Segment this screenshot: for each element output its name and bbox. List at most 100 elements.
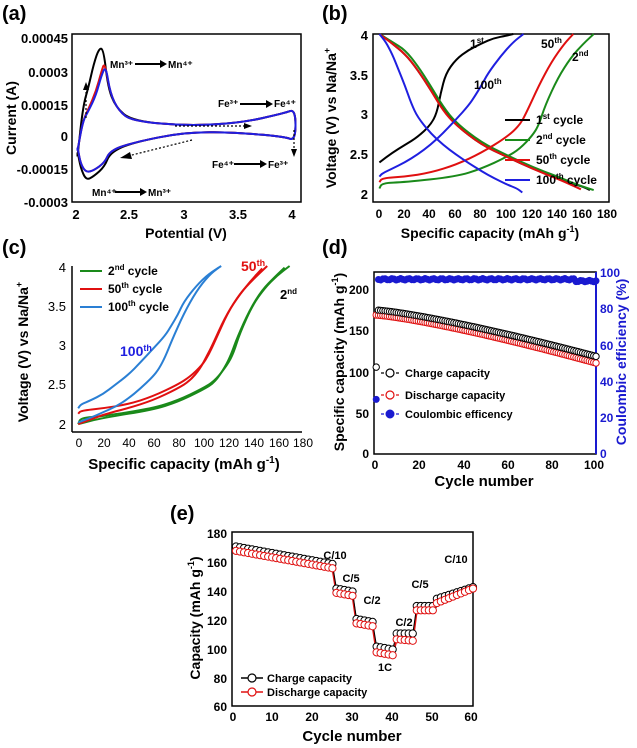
x-axis-label-d: Cycle number	[434, 473, 533, 490]
x-tick-label: 3.5	[229, 207, 247, 222]
x-tick-label: 20	[397, 207, 411, 221]
plot-frame-e	[231, 531, 474, 707]
y-axis-label-d: Specific capacity (mAh g-1)	[330, 273, 347, 451]
rate-label: 1C	[378, 662, 392, 674]
x-tick-label: 120	[522, 207, 542, 221]
y-tick-label: 120	[207, 614, 227, 628]
y-tick-label: 50	[356, 407, 370, 421]
legend-label: Discharge capacity	[405, 390, 506, 402]
arrow-head	[120, 152, 132, 159]
legend-c: 2nd cycle 50th cycle 100th cycle	[80, 263, 169, 314]
y-tick-label: 200	[349, 283, 369, 297]
x-tick-label: 60	[501, 458, 515, 472]
x-tick-label: 100	[496, 207, 516, 221]
rate-label: C/2	[363, 595, 380, 607]
legend-label: 100th cycle	[108, 299, 169, 314]
x-axis-label-c: Specific capacity (mAh g-1)	[88, 455, 279, 473]
x-axis-label-e: Cycle number	[302, 728, 401, 745]
x-tick-label: 140	[244, 436, 264, 450]
legend-label: Discharge capacity	[267, 687, 368, 699]
x-ticks-a: 2 2.5 3 3.5 4	[72, 207, 296, 222]
legend-label: 100th cycle	[536, 172, 597, 187]
x-tick-label: 80	[545, 458, 559, 472]
panel-d: (d) 200 150 100 50 0 100 80 60 40 20 0 0…	[322, 237, 629, 490]
arrow-head	[160, 60, 167, 68]
series-line-50th-discharge	[77, 267, 263, 426]
panel-label-d: (d)	[322, 237, 348, 259]
discharge-point	[408, 636, 417, 645]
rate-label: C/5	[342, 573, 359, 585]
legend-label: 2nd cycle	[108, 263, 158, 278]
legend-e: Charge capacity Discharge capacity	[241, 673, 368, 699]
y-tick-label: 2	[361, 187, 368, 202]
y-tick-label: 100	[349, 366, 369, 380]
y-tick-label: 140	[207, 585, 227, 599]
rate-label: C/10	[444, 554, 467, 566]
y-ticks-c: 4 3.5 3 2.5 2	[48, 260, 66, 432]
y2-tick-label: 20	[600, 411, 614, 425]
annotation-mn-red: Mn⁴⁺	[92, 188, 117, 199]
y-tick-label: 2.5	[350, 147, 368, 162]
annotation-fe-ox-to: Fe⁴⁺	[274, 99, 296, 110]
x-tick-label: 60	[448, 207, 462, 221]
y-tick-label: 3.5	[48, 299, 66, 314]
y-tick-label: 4	[59, 260, 66, 275]
x-tick-label: 20	[305, 710, 319, 724]
panel-a: (a) 0.00045 0.0003 0.00015 0 -0.00015 -0…	[2, 3, 302, 241]
curve-label-2nd: 2nd	[572, 49, 589, 64]
rate-label: C/10	[323, 550, 346, 562]
legend-label: 2nd cycle	[536, 132, 586, 147]
y-tick-label: 150	[349, 324, 369, 338]
y-ticks-a: 0.00045 0.0003 0.00015 0 -0.00015 -0.000…	[17, 31, 68, 210]
x-tick-label: 3	[180, 207, 187, 222]
legend-marker	[385, 409, 395, 419]
y-tick-label: 0.00045	[21, 31, 68, 46]
charge-point	[372, 363, 380, 371]
x-axis-label-a: Potential (V)	[145, 225, 227, 241]
y-axis-label-c: Voltage (V) vs Na/Na+	[14, 282, 31, 422]
legend-label: 50th cycle	[536, 152, 591, 167]
series-group-e	[231, 542, 478, 660]
legend-label: 1st cycle	[536, 112, 584, 127]
series-line-100th-charge	[378, 33, 525, 178]
panel-e: (e) 180 160 140 120 100 80 60 0 10 20 30…	[170, 503, 478, 745]
x-tick-label: 40	[122, 436, 136, 450]
series-line-1st-charge	[378, 33, 514, 164]
y2-ticks-d: 100 80 60 40 20 0	[600, 266, 620, 461]
curve-label-2nd: 2nd	[280, 287, 297, 302]
y-tick-label: 3.5	[350, 68, 368, 83]
y-axis-label-b: Voltage (V) vs Na/Na+	[322, 48, 339, 188]
y2-tick-label: 60	[600, 339, 614, 353]
y-tick-label: 2.5	[48, 377, 66, 392]
legend-label: Charge capacity	[267, 673, 353, 685]
y-axis-label-a: Current (A)	[3, 81, 19, 155]
y-tick-label: 4	[361, 28, 369, 43]
charge-point	[592, 352, 600, 361]
legend-d: Charge capacity Discharge capacity Coulo…	[381, 368, 513, 421]
x-tick-label: 2.5	[120, 207, 138, 222]
x-tick-label: 140	[547, 207, 567, 221]
x-tick-label: 180	[597, 207, 617, 221]
y-ticks-d: 200 150 100 50 0	[349, 283, 369, 461]
x-tick-label: 2	[72, 207, 79, 222]
curve-label-50th: 50th	[241, 258, 265, 274]
annotation-fe-red: Fe⁴⁺	[212, 160, 234, 171]
x-tick-label: 60	[464, 710, 478, 724]
x-tick-label: 0	[372, 458, 379, 472]
series-line-100th-charge	[77, 265, 222, 409]
y-tick-label: 0.00015	[21, 98, 68, 113]
x-ticks-c: 0 20 40 60 80 100 120 140 160 180	[76, 436, 314, 450]
x-tick-label: 60	[147, 436, 161, 450]
legend-label: 50th cycle	[108, 281, 163, 296]
x-ticks-e: 0 10 20 30 40 50 60	[230, 710, 478, 724]
y-tick-label: 80	[214, 672, 228, 686]
series-line-2nd-discharge	[77, 266, 286, 426]
series-line-50th-discharge	[378, 33, 582, 191]
arrow-head	[260, 160, 267, 168]
series-line-2nd-discharge	[378, 33, 594, 192]
arrow-head	[244, 123, 252, 129]
y-tick-label: 180	[207, 527, 227, 541]
x-tick-label: 180	[293, 436, 313, 450]
y-tick-label: 3	[59, 338, 66, 353]
